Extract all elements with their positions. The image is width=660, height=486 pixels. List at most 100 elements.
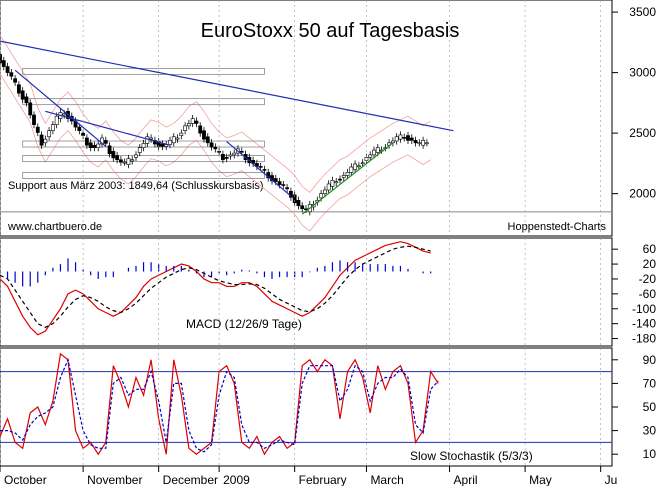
candle-body: [84, 137, 89, 146]
candle-body: [220, 154, 225, 161]
resistance-line-2: [45, 110, 171, 146]
candle-body: [326, 183, 331, 191]
macd-axis-tick-label: -20: [639, 272, 657, 286]
candle-body: [16, 84, 21, 94]
candle-body: [171, 136, 176, 144]
candle-body: [122, 161, 127, 164]
candle-body: [296, 199, 301, 207]
candle-body: [160, 143, 165, 147]
month-label: Ju: [605, 473, 618, 486]
stochastic-axis-tick-label: 90: [643, 353, 657, 367]
candle-body: [300, 205, 305, 210]
price-axis-tick-label: 2500: [629, 126, 656, 140]
candle-body: [62, 113, 67, 116]
candle-body: [262, 169, 267, 171]
price-axis-tick-label: 2000: [629, 187, 656, 201]
candle-body: [406, 135, 410, 141]
candle-body: [356, 165, 361, 168]
month-label: May: [529, 473, 552, 486]
macd-title: MACD (12/26/9 Tage): [186, 317, 302, 331]
candle-body: [398, 134, 403, 140]
candle-body: [194, 120, 199, 124]
candle-body: [202, 130, 206, 140]
stochastic-series-pct-k: [0, 352, 439, 456]
macd-axis-tick-label: -180: [632, 332, 656, 346]
candle-body: [288, 190, 293, 198]
candle-body: [168, 140, 172, 145]
candle-body: [322, 189, 327, 194]
candle-body: [35, 126, 40, 133]
horizontal-band-0: [22, 68, 265, 75]
candle-body: [183, 125, 188, 132]
candle-body: [39, 134, 44, 146]
candle-body: [330, 180, 335, 187]
candle-body: [137, 147, 142, 153]
stochastic-axis-tick-label: 50: [643, 400, 657, 414]
support-annotation: Support aus März 2003: 1849,64 (Schlussk…: [8, 180, 264, 192]
macd-layer: [0, 241, 432, 336]
candle-body: [115, 155, 120, 161]
candle-body: [1, 60, 6, 67]
month-label: March: [370, 473, 403, 486]
candle-body: [345, 172, 350, 176]
candle-body: [179, 132, 184, 136]
candle-body: [134, 154, 138, 158]
price-panel: EuroStoxx 50 auf Tagesbasis Support aus …: [0, 0, 613, 237]
macd-axis-tick-label: 20: [643, 257, 657, 271]
candle-body: [186, 123, 191, 127]
macd-panel: MACD (12/26/9 Tage): [0, 237, 613, 347]
price-layer: [0, 34, 612, 232]
candle-body: [130, 159, 135, 162]
month-label: April: [454, 473, 478, 486]
stochastic-series-pct-d: [0, 357, 439, 453]
candle-body: [190, 118, 195, 124]
source-credit: www.chartbuero.de: [7, 221, 102, 233]
candle-body: [92, 144, 97, 148]
candle-body: [209, 142, 214, 148]
candle-body: [292, 194, 297, 204]
candle-body: [421, 140, 426, 146]
candle-body: [239, 150, 244, 153]
candle-body: [205, 136, 210, 144]
candle-body: [149, 137, 154, 140]
stochastic-axis-tick-label: 10: [643, 447, 657, 461]
candle-body: [277, 181, 282, 185]
candle-body: [413, 140, 418, 144]
horizontal-band-4: [22, 172, 265, 179]
candle-body: [402, 137, 407, 139]
lower-envelope: [0, 73, 431, 232]
month-label: 2009: [223, 473, 250, 486]
candle-body: [228, 154, 233, 157]
macd-series-macd: [0, 241, 431, 336]
candle-body: [50, 124, 55, 132]
candle-body: [20, 90, 25, 100]
candle-body: [224, 157, 229, 159]
stochastic-axis-tick-label: 30: [643, 424, 657, 438]
month-label: December: [163, 473, 218, 486]
candle-body: [141, 143, 146, 148]
candle-body: [88, 142, 93, 148]
candle-body: [9, 72, 14, 77]
candle-body: [5, 66, 10, 73]
candle-body: [126, 158, 131, 165]
candle-body: [24, 96, 29, 104]
candle-body: [353, 163, 358, 170]
candle-body: [360, 162, 365, 165]
candle-body: [213, 146, 218, 150]
candle-body: [319, 193, 324, 199]
candle-body: [364, 157, 369, 161]
candle-body: [424, 142, 429, 145]
candle-body: [118, 159, 123, 163]
stochastic-axis-tick-label: 70: [643, 376, 657, 390]
candle-body: [417, 142, 422, 145]
macd-axis-tick-label: -140: [632, 317, 656, 331]
candle-body: [54, 115, 59, 125]
candle-body: [32, 114, 36, 125]
support-trend-line: [301, 142, 394, 215]
macd-axis-tick-label: -60: [639, 287, 657, 301]
candle-body: [349, 166, 354, 173]
candle-body: [254, 163, 259, 167]
candle-body: [372, 149, 376, 156]
month-label: February: [299, 473, 347, 486]
